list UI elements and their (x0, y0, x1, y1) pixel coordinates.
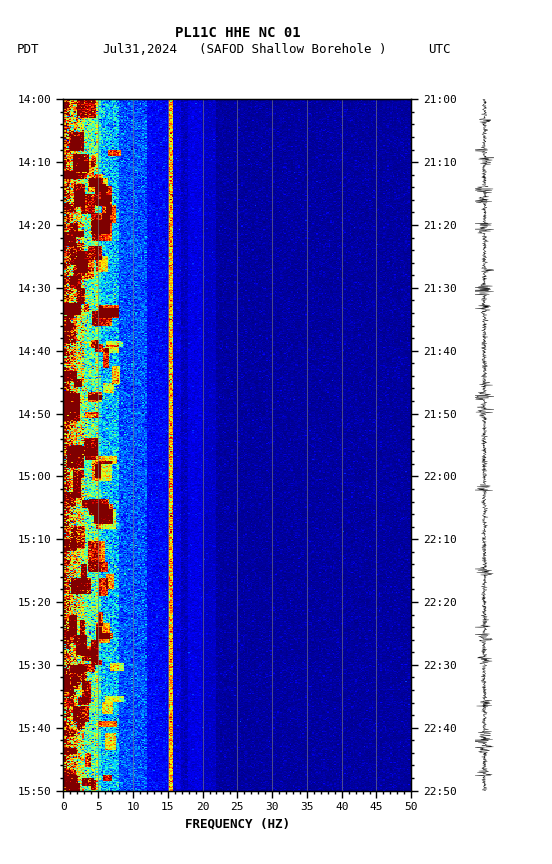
Text: UTC: UTC (428, 43, 450, 56)
Text: (SAFOD Shallow Borehole ): (SAFOD Shallow Borehole ) (199, 43, 386, 56)
Text: PL11C HHE NC 01: PL11C HHE NC 01 (174, 26, 300, 40)
X-axis label: FREQUENCY (HZ): FREQUENCY (HZ) (185, 818, 290, 831)
Text: Jul31,2024: Jul31,2024 (102, 43, 177, 56)
Text: PDT: PDT (17, 43, 39, 56)
